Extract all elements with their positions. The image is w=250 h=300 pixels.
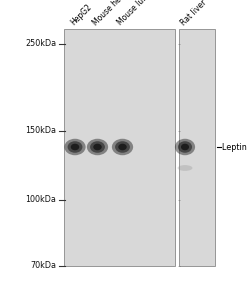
Bar [64, 28, 175, 266]
Text: Mouse lung: Mouse lung [116, 0, 154, 27]
Ellipse shape [71, 144, 79, 150]
Ellipse shape [64, 139, 86, 155]
Ellipse shape [112, 139, 133, 155]
Ellipse shape [178, 165, 192, 171]
Text: 250kDa: 250kDa [25, 39, 56, 48]
Ellipse shape [90, 141, 105, 153]
Text: Leptin Receptor: Leptin Receptor [222, 142, 250, 152]
Text: 70kDa: 70kDa [30, 261, 56, 270]
Ellipse shape [93, 144, 102, 150]
Ellipse shape [68, 141, 82, 153]
Text: 100kDa: 100kDa [26, 195, 56, 204]
Ellipse shape [115, 141, 130, 153]
Ellipse shape [87, 139, 108, 155]
Text: Mouse heart: Mouse heart [91, 0, 131, 27]
Text: HepG2: HepG2 [69, 2, 93, 27]
Ellipse shape [181, 144, 189, 150]
Ellipse shape [175, 139, 195, 155]
Ellipse shape [118, 144, 127, 150]
Ellipse shape [178, 141, 192, 153]
Text: 150kDa: 150kDa [25, 126, 56, 135]
Text: Rat liver: Rat liver [179, 0, 208, 27]
Bar [179, 28, 215, 266]
